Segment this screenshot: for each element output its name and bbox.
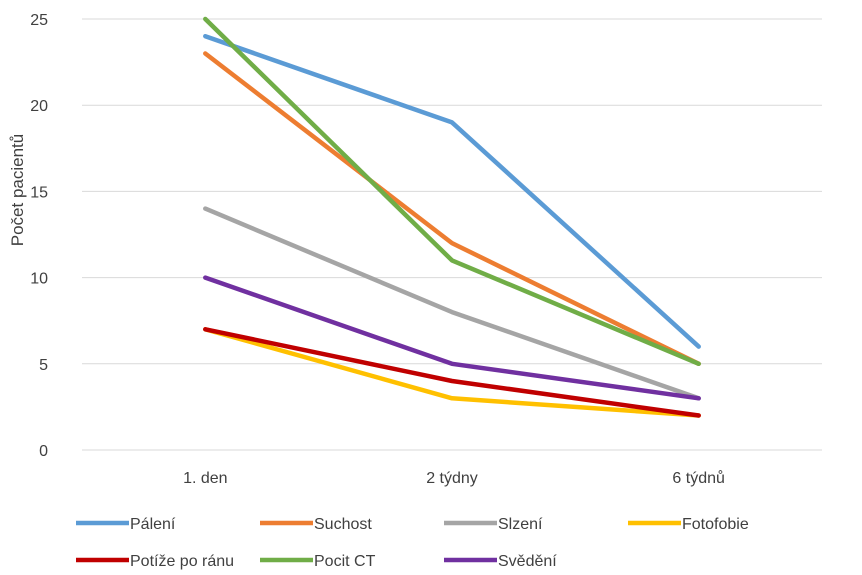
series-line-7 — [203, 275, 701, 401]
y-tick-label-15: 15 — [30, 184, 48, 201]
legend-item: Suchost — [260, 516, 372, 533]
x-axis-tick-labels: 1. den 2 týdny 6 týdnů — [183, 469, 725, 487]
y-tick-label-0: 0 — [39, 443, 48, 460]
legend-label: Svědění — [498, 553, 557, 570]
series-line-6 — [203, 16, 701, 367]
series-line-5 — [203, 327, 701, 418]
series-line-1 — [203, 33, 701, 349]
legend-label: Fotofobie — [682, 516, 749, 533]
y-tick-label-5: 5 — [39, 357, 48, 374]
gridlines — [82, 18, 822, 451]
legend-item: Slzení — [444, 516, 543, 533]
legend-item: Potíže po ránu — [76, 553, 234, 570]
x-tick-label: 2 týdny — [426, 470, 478, 487]
y-tick-label-25: 25 — [30, 12, 48, 29]
legend: Pálení Suchost Slzení Fotofobie Potíže po rá… — [76, 516, 749, 570]
legend-item: Svědění — [444, 553, 557, 570]
y-axis-title: Počet pacientů — [8, 134, 27, 246]
series-line-2 — [203, 51, 701, 367]
series-lines — [203, 16, 701, 418]
legend-label: Slzení — [498, 516, 543, 533]
x-tick-label: 6 týdnů — [672, 469, 724, 487]
y-tick-label-20: 20 — [30, 98, 48, 115]
legend-label: Suchost — [314, 516, 372, 533]
y-axis-tick-labels: 0 5 10 15 20 25 — [30, 12, 48, 460]
legend-item: Pálení — [76, 516, 176, 533]
x-tick-label: 1. den — [183, 470, 227, 487]
legend-label: Potíže po ránu — [130, 553, 234, 570]
legend-item: Fotofobie — [628, 516, 749, 533]
legend-label: Pocit CT — [314, 553, 376, 570]
legend-label: Pálení — [130, 516, 176, 533]
series-line-4 — [203, 327, 701, 418]
series-line-3 — [203, 206, 701, 401]
legend-item: Pocit CT — [260, 553, 376, 570]
y-tick-label-10: 10 — [30, 271, 48, 288]
